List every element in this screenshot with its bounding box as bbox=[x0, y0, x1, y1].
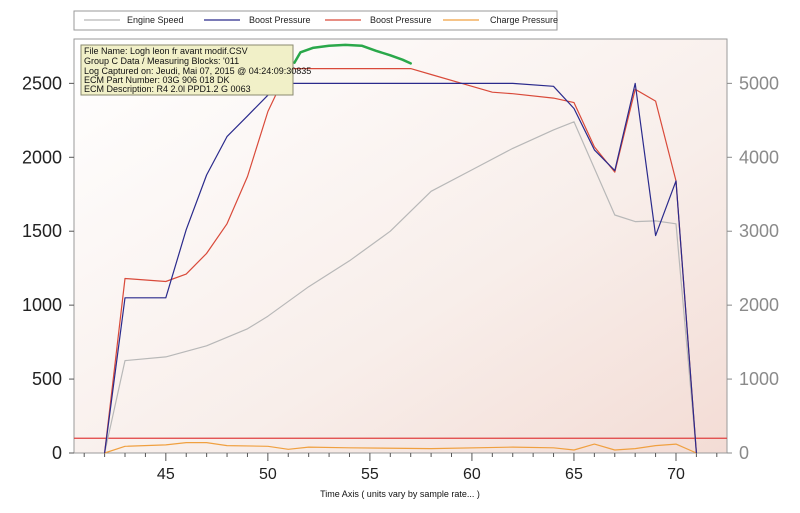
y-left-tick-label: 2000 bbox=[22, 147, 62, 167]
x-tick-label: 45 bbox=[157, 466, 175, 483]
y-right-tick-label: 5000 bbox=[739, 73, 779, 93]
x-tick-label: 50 bbox=[259, 466, 277, 483]
info-box-frame bbox=[80, 44, 294, 96]
info-description: ECM Description: R4 2.0l PPD1.2 G 0063 bbox=[84, 84, 251, 94]
legend: Engine Speed Boost Pressure Boost Pressu… bbox=[73, 10, 558, 31]
y-right-tick-label: 0 bbox=[739, 443, 749, 463]
y-left-tick-label: 1500 bbox=[22, 221, 62, 241]
x-tick-label: 70 bbox=[667, 466, 685, 483]
y-left-tick-label: 0 bbox=[52, 443, 62, 463]
y-left-tick-label: 1000 bbox=[22, 295, 62, 315]
legend-label-boost-spec: Boost Pressure bbox=[370, 15, 432, 25]
legend-box bbox=[73, 10, 558, 31]
x-tick-label: 65 bbox=[565, 466, 583, 483]
info-file-name: File Name: Logh leon fr avant modif.CSV bbox=[84, 46, 248, 56]
y-right-tick-label: 4000 bbox=[739, 147, 779, 167]
legend-label-boost-actual: Boost Pressure bbox=[249, 15, 311, 25]
info-part-number: ECM Part Number: 03G 906 018 DK bbox=[84, 75, 230, 85]
plot-background bbox=[73, 38, 728, 454]
series-boost-spec-line bbox=[104, 67, 697, 454]
x-tick-label: 60 bbox=[463, 466, 481, 483]
y-left-tick-label: 2500 bbox=[22, 73, 62, 93]
legend-label-engine-speed: Engine Speed bbox=[127, 15, 184, 25]
series-layer bbox=[74, 43, 727, 454]
axes: 0 500 1000 1500 2000 2500 0 1000 2000 3000 4000 500… bbox=[22, 73, 779, 483]
y-right-tick-label: 1000 bbox=[739, 369, 779, 389]
y-right-tick-label: 2000 bbox=[739, 295, 779, 315]
info-box: File Name: Logh leon fr avant modif.CSV … bbox=[80, 44, 311, 96]
info-log-date: Log Captured on: Jeudi, Mai 07, 2015 @ 0… bbox=[84, 66, 311, 76]
annotation-curve bbox=[293, 43, 412, 65]
info-group: Group C Data / Measuring Blocks: '011 bbox=[84, 56, 239, 66]
y-left-tick-label: 500 bbox=[32, 369, 62, 389]
x-axis-title: Time Axis ( units vary by sample rate...… bbox=[320, 489, 480, 499]
series-engine-speed-line bbox=[104, 121, 697, 454]
y-right-tick-label: 3000 bbox=[739, 221, 779, 241]
series-boost-actual-line bbox=[104, 82, 697, 454]
legend-label-charge-pressure: Charge Pressure bbox=[490, 15, 558, 25]
series-charge-pressure-line bbox=[104, 442, 697, 454]
x-tick-label: 55 bbox=[361, 466, 379, 483]
